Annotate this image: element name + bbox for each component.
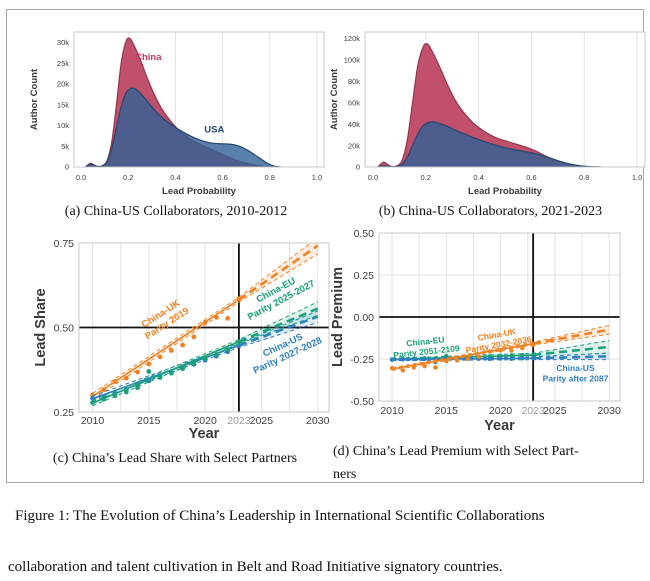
svg-text:15k: 15k [57,100,69,109]
svg-text:0.4: 0.4 [170,173,180,182]
svg-text:Year: Year [484,418,515,434]
svg-text:0: 0 [356,163,360,172]
chart-a-density-2010-2012: China USA 0.0 0.2 0.4 0.6 0.8 1.0 0 5k 10k 15k 20k 25… [29,31,325,197]
svg-text:0.0: 0.0 [76,173,86,182]
svg-text:0.6: 0.6 [526,173,536,182]
svg-text:0.8: 0.8 [579,173,589,182]
caption-a: (a) China-US Collaborators, 2010-2012 [64,204,288,219]
svg-text:2030: 2030 [306,415,330,427]
svg-text:Lead Probability: Lead Probability [162,186,237,197]
caption-b: (b) China-US Collaborators, 2021-2023 [378,204,603,219]
svg-text:2020: 2020 [193,415,217,427]
svg-text:80k: 80k [348,77,360,86]
svg-text:Author Count: Author Count [329,68,340,130]
svg-text:40k: 40k [348,120,360,129]
svg-text:2030: 2030 [597,405,621,417]
svg-text:30k: 30k [57,38,69,47]
svg-text:0.2: 0.2 [123,173,133,182]
svg-text:China-EUParity 2051-2109: China-EUParity 2051-2109 [392,333,461,360]
svg-text:1.0: 1.0 [632,173,642,182]
svg-text:0.75: 0.75 [54,238,75,250]
svg-text:25k: 25k [57,59,69,68]
svg-text:Lead Probability: Lead Probability [468,186,543,197]
svg-text:20k: 20k [348,141,360,150]
svg-text:2025: 2025 [250,415,274,427]
svg-text:2025: 2025 [543,405,567,417]
body-text: collaboration and talent cultivation in … [8,559,503,575]
svg-text:-0.50: -0.50 [350,396,374,408]
svg-text:0.2: 0.2 [421,173,431,182]
svg-text:100k: 100k [344,56,361,65]
caption-c: (c) China’s Lead Share with Select Partn… [52,451,298,466]
svg-text:-0.25: -0.25 [350,354,374,366]
svg-text:20k: 20k [57,80,69,89]
svg-text:Lead Share: Lead Share [33,288,49,366]
svg-text:2023: 2023 [227,415,251,427]
svg-text:Year: Year [189,426,220,442]
svg-text:2010: 2010 [81,415,105,427]
svg-text:0.25: 0.25 [54,407,75,419]
svg-text:USA: USA [204,125,224,136]
svg-text:2015: 2015 [137,415,161,427]
svg-text:0: 0 [65,163,69,172]
svg-text:0.50: 0.50 [54,322,75,334]
svg-text:China-USParity after 2087: China-US Parity after 2087 [543,363,609,383]
svg-text:2010: 2010 [380,405,404,417]
svg-text:2023: 2023 [521,405,545,417]
svg-text:Author Count: Author Count [29,68,40,130]
svg-text:0.4: 0.4 [473,173,483,182]
svg-text:0.6: 0.6 [217,173,227,182]
caption-d: (d) China’s Lead Premium with Select Par… [333,444,579,482]
svg-text:10k: 10k [57,121,69,130]
svg-text:1.0: 1.0 [312,173,322,182]
svg-text:0.25: 0.25 [354,270,375,282]
figure-box: China USA 0.0 0.2 0.4 0.6 0.8 1.0 0 5k 10k 15k 20k 25… [6,9,646,483]
chart-d-lead-premium: China-EUParity 2051-2109 China-US Parity a… [330,228,621,434]
chart-b-density-2021-2023: 0.0 0.2 0.4 0.6 0.8 1.0 0 20k 40k 60k 80k 100k 120k L… [329,31,646,197]
svg-text:0.50: 0.50 [354,228,375,240]
svg-text:Lead Premium: Lead Premium [330,267,346,367]
svg-text:2020: 2020 [489,405,513,417]
svg-text:5k: 5k [61,142,69,151]
svg-text:0.8: 0.8 [265,173,275,182]
svg-text:2015: 2015 [435,405,459,417]
svg-text:0.0: 0.0 [368,173,378,182]
svg-text:0.00: 0.00 [354,312,375,324]
figure-caption: Figure 1: The Evolution of China’s Leade… [15,508,545,524]
svg-text:60k: 60k [348,98,360,107]
svg-text:China: China [135,52,162,63]
svg-text:120k: 120k [344,34,361,43]
